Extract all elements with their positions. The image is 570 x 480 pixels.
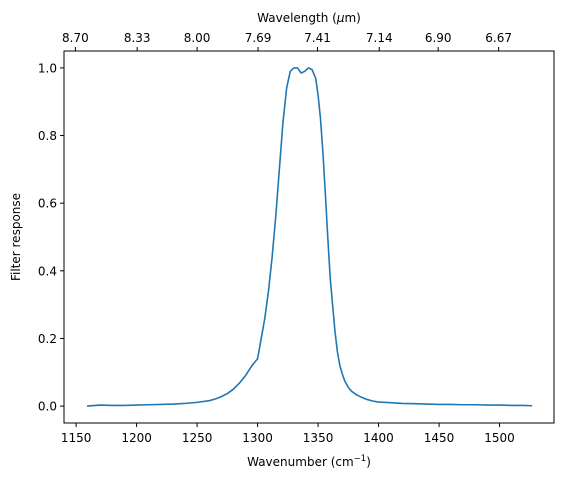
plot-area [86, 67, 533, 407]
y-tick-label: 0.8 [38, 129, 57, 143]
y-tick-label: 0.0 [38, 400, 57, 414]
x-tick-label: 1500 [484, 431, 515, 445]
x-tick-label: 1250 [182, 431, 213, 445]
x-tick-label: 1350 [303, 431, 334, 445]
x-tick-label: 1200 [121, 431, 152, 445]
y-tick-label: 1.0 [38, 61, 57, 75]
x2-tick-label: 6.67 [485, 31, 512, 45]
x2-tick-label: 6.90 [425, 31, 452, 45]
x2-tick-label: 8.70 [62, 31, 89, 45]
top-axis-label: Wavelength (μm) [257, 11, 361, 25]
x2-tick-label: 7.41 [304, 31, 331, 45]
bottom-axis: 1150 1200 1250 1300 1350 1400 1450 1500 [61, 423, 515, 445]
y-tick-label: 0.6 [38, 197, 57, 211]
x-tick-label: 1450 [424, 431, 455, 445]
x2-tick-label: 7.14 [366, 31, 393, 45]
x-tick-label: 1400 [363, 431, 394, 445]
y-axis-label: Filter response [9, 193, 23, 281]
y-tick-label: 0.2 [38, 332, 57, 346]
y-tick-label: 0.4 [38, 264, 57, 278]
x2-tick-label: 7.69 [245, 31, 272, 45]
x2-tick-label: 8.00 [184, 31, 211, 45]
x-tick-label: 1150 [61, 431, 92, 445]
x2-tick-label: 8.33 [124, 31, 151, 45]
series-line-0 [86, 67, 533, 407]
left-axis: 0.0 0.2 0.4 0.6 0.8 1.0 [38, 61, 64, 414]
x-tick-label: 1300 [242, 431, 273, 445]
plot-frame [63, 50, 555, 424]
top-axis: 8.70 8.33 8.00 7.69 7.41 7.14 6.90 6.67 [62, 31, 512, 51]
x-axis-label: Wavenumber (cm−1) [247, 454, 371, 469]
